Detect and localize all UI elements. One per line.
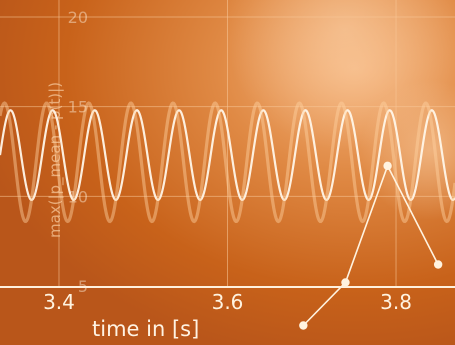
background-glow [360, 80, 455, 220]
y-axis-label: max(|p_mean - p(t)|) [46, 82, 65, 238]
series-line-markers [302, 163, 439, 327]
series-line-0 [0, 109, 455, 202]
data-point [299, 321, 308, 330]
x-axis-label: time in [s] [92, 317, 199, 341]
data-point [341, 278, 350, 287]
grid [0, 0, 455, 287]
y-tick-label: 10 [68, 187, 88, 206]
y-tick-label: 20 [68, 8, 88, 27]
x-axis-ticks: 3.4 3.6 3.8 [43, 290, 412, 314]
y-tick-label: 15 [68, 98, 88, 117]
data-point [433, 260, 443, 269]
series-line-1 [0, 101, 455, 224]
data-point [383, 161, 392, 171]
series-group [0, 101, 455, 330]
x-tick-label: 3.8 [380, 290, 412, 314]
x-tick-label: 3.6 [212, 290, 244, 314]
x-tick-label: 3.4 [43, 290, 75, 314]
